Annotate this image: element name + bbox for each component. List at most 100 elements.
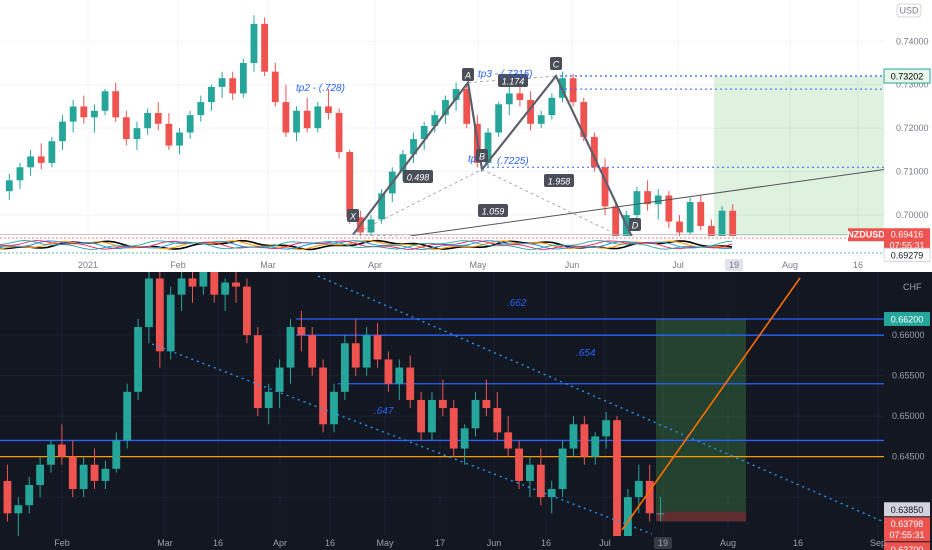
y-tick-label: 0.64500 <box>892 452 925 462</box>
ratio-label: 1.174 <box>502 77 525 87</box>
level-lines: .662 .654 .647 <box>0 298 884 458</box>
nzdchf-chart-panel[interactable]: .662 .654 .647 CHF 0.66000 0.65500 0.65000 0.6… <box>0 272 932 550</box>
candle-body <box>218 78 226 87</box>
countdown: 07:55:31 <box>889 241 924 251</box>
x-tick-label: Jul <box>672 260 684 270</box>
currency-label: CHF <box>903 282 922 292</box>
candle-body <box>516 93 524 100</box>
currency-badge[interactable] <box>896 3 922 18</box>
candle-body <box>515 448 523 481</box>
nzdusd-chart[interactable]: X A B C D 0.498 1.174 1.958 1.059 tp2 - (.728) tp3… <box>0 0 932 272</box>
indicator-line <box>0 240 733 251</box>
x-tick-label: Apr <box>273 538 287 548</box>
candle-body <box>79 464 88 490</box>
candle-body <box>493 408 502 433</box>
candle-body <box>569 78 577 103</box>
pattern-overlay: X A B C D 0.498 1.174 1.958 1.059 tp2 - (.728) tp3… <box>0 57 885 244</box>
candle-body <box>122 117 130 140</box>
candle-body <box>229 78 237 94</box>
candle-body <box>5 180 13 192</box>
countdown: 07:55:31 <box>889 530 924 540</box>
y-tick-label: 0.73000 <box>896 80 929 90</box>
candle-body <box>3 480 12 514</box>
pattern-point-badge <box>476 149 488 162</box>
tp-annotation: (.7225) <box>497 156 529 167</box>
nzdusd-chart-panel[interactable]: X A B C D 0.498 1.174 1.958 1.059 tp2 - (.728) tp3… <box>0 0 932 272</box>
candle-body <box>395 367 404 384</box>
symbol-tag-bg <box>848 228 884 242</box>
candle-body <box>406 367 415 400</box>
candle-body <box>602 420 611 437</box>
pattern-point-badge <box>550 57 562 70</box>
candle-body <box>144 112 152 129</box>
x-tick-label: 16 <box>793 538 803 548</box>
nzdchf-chart[interactable]: .662 .654 .647 CHF 0.66000 0.65500 0.65000 0.6… <box>0 272 932 550</box>
x-tick-label: Mar <box>157 538 173 548</box>
candle-body <box>134 327 142 392</box>
candle-body <box>325 106 332 113</box>
candle-body <box>384 359 393 384</box>
candle-body <box>308 335 317 368</box>
candle-body <box>601 167 609 207</box>
candle-body <box>645 480 654 514</box>
ratio-label: 0.498 <box>407 173 430 183</box>
y-tick-label: 0.74000 <box>896 36 929 46</box>
x-tick-label: 16 <box>213 538 223 548</box>
candle-body <box>16 167 24 181</box>
x-tick-label: Aug <box>720 538 736 548</box>
x-tick-label: Aug <box>782 260 798 270</box>
candle-body <box>112 91 120 118</box>
ratio-label: 1.059 <box>482 207 505 217</box>
candle-body <box>612 206 620 239</box>
x-tick-label: Jun <box>565 260 580 270</box>
target-zone <box>656 318 746 522</box>
ratio-badge <box>544 174 574 187</box>
candle-body <box>591 436 600 457</box>
candle-body <box>590 136 598 168</box>
candle-body <box>48 141 56 163</box>
time-axis-bg <box>0 258 884 272</box>
candle-body <box>166 294 175 352</box>
candle-body <box>449 408 458 449</box>
candle-body <box>558 448 567 490</box>
time-cursor-bg <box>725 259 743 271</box>
price-label-bg <box>884 311 930 326</box>
candle-body <box>91 110 98 118</box>
time-cursor-bg <box>654 537 672 549</box>
x-tick-label: 16 <box>853 260 863 270</box>
candle-body <box>165 123 173 146</box>
pattern-point-label: A <box>464 71 471 81</box>
candle-body <box>112 440 121 469</box>
candle-body <box>232 282 240 287</box>
candle-body <box>27 156 34 168</box>
stop-price-bg <box>884 542 930 550</box>
ratio-badge <box>498 74 528 87</box>
candle-body <box>656 513 665 515</box>
candle-body <box>340 343 349 392</box>
candles <box>5 15 737 248</box>
candle-body <box>463 89 471 124</box>
candle-body <box>68 456 77 490</box>
time-axis: Feb Mar 16 Apr 16 May 17 Jun 16 Jul 19 Aug 16 Sep <box>0 536 886 550</box>
ratio-line <box>352 169 483 235</box>
candle-body <box>431 115 439 126</box>
x-tick-label: 16 <box>325 538 335 548</box>
candle-body <box>303 110 311 129</box>
candle-body <box>420 126 428 140</box>
candle-body <box>80 106 88 118</box>
candle-body <box>417 399 426 433</box>
y-tick-label: 0.66000 <box>892 330 925 340</box>
price-label: 0.73202 <box>891 72 924 82</box>
currency-label: USD <box>899 6 919 16</box>
indicator-strip <box>0 236 884 256</box>
last-price-bg <box>884 517 930 542</box>
candle-body <box>155 278 164 352</box>
pattern-point-label: D <box>632 221 639 231</box>
candle-body <box>718 210 726 239</box>
candle-body <box>297 327 306 336</box>
candle-body <box>373 335 382 360</box>
candle-body <box>697 202 705 226</box>
x-tick-label: 19 <box>658 538 668 548</box>
price-axis: CHF 0.66000 0.65500 0.65000 0.64500 0.66200 0.… <box>884 272 932 550</box>
trend-line <box>409 168 885 237</box>
